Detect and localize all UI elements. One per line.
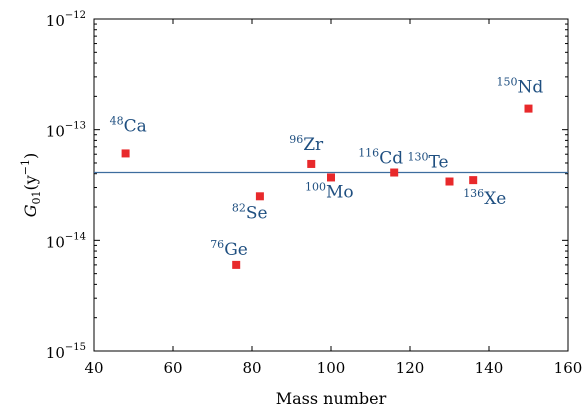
- point-label-ge: 76Ge: [210, 238, 248, 260]
- y-tick-exponent: −13: [65, 121, 86, 132]
- point-label-nd: 150Nd: [497, 76, 544, 98]
- x-tick-label: 140: [475, 359, 504, 377]
- point-label-te: 130Te: [408, 151, 449, 173]
- x-tick-label: 160: [554, 359, 583, 377]
- x-tick-label: 100: [317, 359, 346, 377]
- isotope-mass: 96: [289, 133, 303, 146]
- isotope-symbol: Xe: [484, 189, 506, 209]
- isotope-mass: 136: [463, 187, 484, 200]
- isotope-symbol: Ge: [224, 240, 248, 260]
- isotope-symbol: Ca: [124, 116, 147, 136]
- isotope-mass: 48: [110, 114, 124, 127]
- isotope-mass: 76: [210, 238, 224, 251]
- isotope-symbol: Mo: [326, 182, 354, 202]
- y-tick-base: 10: [46, 233, 65, 251]
- isotope-symbol: Cd: [379, 149, 403, 169]
- x-tick-label: 40: [84, 359, 103, 377]
- isotope-symbol: Zr: [303, 135, 324, 155]
- y-tick-base: 10: [46, 12, 65, 30]
- x-tick-label: 120: [396, 359, 425, 377]
- x-axis-title: Mass number: [276, 389, 387, 408]
- data-point-te: [445, 177, 454, 186]
- y-tick-label: 10−15: [46, 342, 86, 362]
- data-point-ge: [232, 260, 241, 269]
- y-tick-base: 10: [46, 344, 65, 362]
- y-tick-exponent: −14: [65, 231, 86, 242]
- isotope-mass: 116: [358, 147, 379, 160]
- data-point-se: [255, 192, 264, 201]
- data-point-cd: [390, 168, 399, 177]
- y-axis-title-unit-open: (y: [21, 175, 40, 190]
- y-tick-exponent: −15: [65, 342, 86, 353]
- y-tick-base: 10: [46, 123, 65, 141]
- isotope-symbol: Te: [429, 153, 449, 173]
- y-axis-title: G01(y−1): [19, 153, 43, 218]
- point-label-zr: 96Zr: [289, 133, 324, 155]
- data-point-mo: [327, 173, 335, 182]
- y-axis-title-symbol: G: [21, 204, 40, 217]
- data-point-ca: [121, 149, 130, 158]
- isotope-symbol: Se: [246, 203, 268, 223]
- y-tick-label: 10−14: [46, 231, 86, 251]
- data-point-xe: [469, 176, 478, 185]
- isotope-mass: 100: [305, 180, 326, 193]
- isotope-mass: 150: [497, 76, 518, 89]
- point-label-cd: 116Cd: [358, 147, 403, 169]
- y-tick-exponent: −12: [65, 10, 86, 21]
- isotope-symbol: Nd: [518, 78, 544, 98]
- data-point-nd: [524, 104, 533, 113]
- point-label-xe: 136Xe: [463, 187, 506, 209]
- isotope-mass: 82: [232, 201, 246, 214]
- data-point-zr: [307, 159, 316, 168]
- y-axis-title-subscript: 01: [30, 190, 43, 204]
- isotope-mass: 130: [408, 151, 429, 164]
- x-tick-label: 60: [163, 359, 182, 377]
- y-tick-label: 10−12: [46, 10, 86, 30]
- point-label-mo: 100Mo: [305, 180, 354, 202]
- y-axis-title-unit-exp: −1: [19, 159, 32, 175]
- y-tick-label: 10−13: [46, 121, 86, 141]
- point-label-se: 82Se: [232, 201, 268, 223]
- y-axis-title-unit-close: ): [21, 153, 40, 159]
- x-tick-label: 80: [242, 359, 261, 377]
- point-label-ca: 48Ca: [110, 114, 147, 136]
